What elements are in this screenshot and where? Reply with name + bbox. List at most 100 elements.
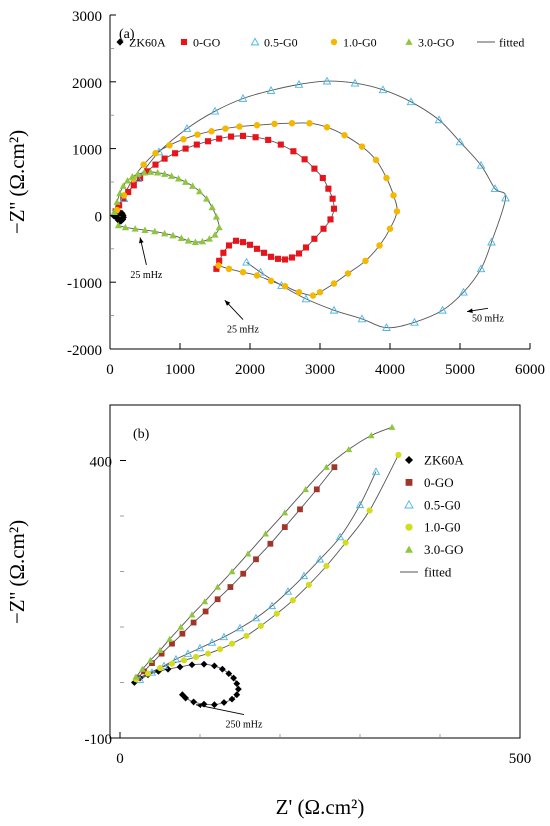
panel-a-fitted-curve-0-5-g0 <box>123 80 506 329</box>
panel-b-point-0-5-g0 <box>267 601 277 610</box>
panel-a-legend-label: 3.0-GO <box>418 36 455 50</box>
panel-a-point-0-go <box>290 148 297 155</box>
panel-a-legend-item-fitted: fitted <box>477 36 524 50</box>
panel-b-point-zk60a <box>164 665 172 673</box>
panel-b-point-3-0-go <box>244 550 252 557</box>
panel-b-point-1-0-g0 <box>289 597 296 604</box>
panel-a-point-0-go <box>325 185 332 192</box>
panel-a-point-1-0-g0 <box>222 125 229 132</box>
panel-a-data-points <box>110 76 510 331</box>
panel-a-point-1-0-g0 <box>323 123 331 131</box>
panel-a-legend: ZK60A 0-GO 0.5-G0 1.0-G0 3.0-GO fitted <box>116 36 524 50</box>
panel-a-point-0-go <box>228 133 235 140</box>
panel-b-point-0-5-g0 <box>299 571 309 580</box>
panel-b-legend-marker-zk60a <box>405 456 413 464</box>
panel-b-point-0-5-g0 <box>315 554 325 563</box>
panel-a-point-0-go <box>302 244 310 251</box>
panel-a-point-0-go <box>260 249 268 256</box>
panel-a-point-3-0-go <box>177 234 185 241</box>
panel-a-legend-item-0-5-g0: 0.5-G0 <box>250 36 298 50</box>
panel-a-point-0-5-g0 <box>119 194 129 203</box>
panel-a-legend-label: 1.0-G0 <box>343 36 377 50</box>
panel-a-annotation-label: 25 mHz <box>130 270 163 281</box>
panel-a-point-0-go <box>213 265 220 272</box>
panel-a-annotation-arrowhead <box>467 308 473 314</box>
panel-a-point-1-0-g0 <box>376 242 383 249</box>
panel-b-legend-item-zk60a: ZK60A <box>405 453 464 468</box>
panel-a-point-0-go <box>172 150 179 157</box>
panel-a-point-0-go <box>130 182 137 189</box>
panel-a-legend-item-3-0-go: 3.0-GO <box>405 36 455 50</box>
panel-a-point-0-go <box>301 156 308 163</box>
panel-b-ylabel: −Z'' (Ω.cm²) <box>5 520 29 624</box>
panel-b-point-1-0-g0 <box>144 670 152 677</box>
panel-a-point-0-5-g0 <box>438 305 447 314</box>
panel-a-point-0-5-g0 <box>182 124 192 132</box>
panel-b-point-3-0-go <box>281 509 289 516</box>
panel-b-point-zk60a <box>176 663 184 671</box>
panel-a-fitted-curve-0-go <box>115 135 335 269</box>
panel-b-point-0-5-g0 <box>207 638 217 646</box>
panel-b-point-0-go <box>190 619 197 626</box>
panel-b-point-3-0-go <box>147 656 154 664</box>
panel-a-point-0-go <box>144 168 151 175</box>
panel-a-legend-label: ZK60A <box>129 36 166 50</box>
panel-b-point-zk60a <box>235 685 242 693</box>
panel-b-point-0-go <box>202 608 209 615</box>
panel-a-point-3-0-go <box>119 182 127 189</box>
panel-a-point-0-5-g0 <box>434 115 444 124</box>
panel-b-point-3-0-go <box>388 423 396 430</box>
panel-b-point-zk60a <box>228 695 236 703</box>
panel-a-point-0-go <box>319 174 326 182</box>
panel-b-point-zk60a <box>225 670 233 678</box>
panel-a-annotations: 25 mHz 25 mHz 50 mHz <box>130 237 505 336</box>
panel-a-legend-marker-zk60a <box>116 38 124 46</box>
panel-b-point-0-go <box>179 630 186 637</box>
panel-a-y-tick-label: 3000 <box>72 9 102 25</box>
panel-a-point-1-0-g0 <box>152 150 159 157</box>
panel-a-point-3-0-go <box>189 182 197 189</box>
panel-a-point-1-0-g0 <box>341 132 348 139</box>
panel-b-point-0-5-g0 <box>219 632 229 641</box>
panel-a-point-3-0-go <box>198 237 206 245</box>
panel-a-point-0-go <box>152 161 159 168</box>
panel-b-point-1-0-g0 <box>168 660 176 667</box>
panel-a-y-tick-label: -1000 <box>67 276 102 292</box>
panel-b-point-0-5-g0 <box>283 587 293 595</box>
panel-a-legend-marker-1-0-g0 <box>330 38 338 46</box>
panel-b-legend-label: 0.5-G0 <box>424 497 460 512</box>
panel-b-point-3-0-go <box>156 646 164 654</box>
panel-a-point-3-0-go <box>131 225 139 232</box>
panel-a-point-3-0-go <box>161 229 169 237</box>
panel-a-axes <box>109 15 530 350</box>
panel-a-point-3-0-go <box>113 198 121 205</box>
panel-b-point-3-0-go <box>345 446 353 453</box>
panel-b-point-zk60a <box>233 691 241 699</box>
panel-a-point-3-0-go <box>212 213 220 220</box>
panel-a-point-0-go <box>125 188 132 196</box>
panel-a-point-0-5-g0 <box>238 93 248 102</box>
panel-b-point-0-5-g0 <box>251 613 261 622</box>
panel-a-point-3-0-go <box>184 237 192 244</box>
panel-a-point-1-0-g0 <box>362 257 369 265</box>
panel-a-point-3-0-go <box>128 173 136 180</box>
panel-b-point-0-go <box>253 556 259 563</box>
panel-a-point-0-go <box>182 145 189 152</box>
panel-b-point-0-go <box>267 540 274 547</box>
panel-a-point-0-go <box>327 216 334 223</box>
panel-b-point-0-go <box>214 596 221 603</box>
panel-a-point-0-go <box>274 255 282 262</box>
panel-a-series-3-0-go <box>110 168 223 245</box>
panel-b-point-zk60a <box>233 680 241 688</box>
panel-b-point-3-0-go <box>188 611 196 618</box>
panel-a-point-3-0-go <box>208 203 216 211</box>
panel-a-point-0-5-g0 <box>410 317 419 326</box>
panel-b-point-0-go <box>149 660 155 666</box>
panel-b-legend-label: fitted <box>424 565 452 580</box>
panel-b-legend: ZK60A 0-GO 0.5-G0 1.0-G0 3.0-GO fitted <box>400 453 464 580</box>
panel-b-point-0-5-g0 <box>171 654 181 663</box>
panel-a-point-3-0-go <box>191 238 199 245</box>
panel-a-point-0-5-g0 <box>329 305 339 314</box>
panel-a-y-tick-label: -2000 <box>67 343 102 359</box>
